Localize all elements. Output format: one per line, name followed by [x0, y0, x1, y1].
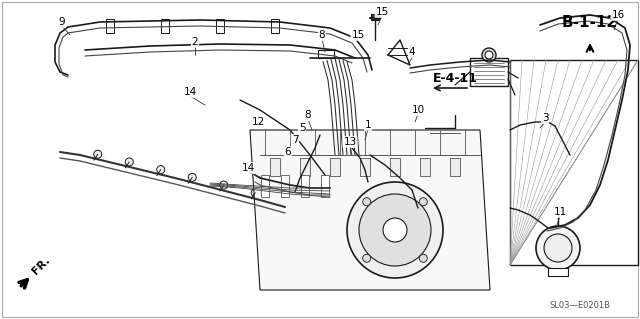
Bar [271, 19, 279, 33]
Text: 5: 5 [299, 123, 305, 133]
Bar [330, 158, 340, 176]
Bar [216, 19, 224, 33]
Circle shape [363, 254, 371, 262]
Bar [318, 50, 334, 58]
Bar [390, 158, 400, 176]
Bar [270, 158, 280, 176]
Polygon shape [250, 130, 490, 290]
Circle shape [363, 198, 371, 206]
Text: 10: 10 [412, 105, 424, 115]
Circle shape [157, 166, 164, 174]
Bar [548, 268, 568, 276]
Text: FR.: FR. [30, 255, 52, 277]
Circle shape [383, 218, 407, 242]
Text: 6: 6 [285, 147, 291, 157]
Circle shape [482, 48, 496, 62]
Text: 12: 12 [252, 117, 264, 127]
Circle shape [485, 51, 493, 59]
Circle shape [347, 182, 443, 278]
Bar [371, 14, 379, 20]
Bar [420, 158, 430, 176]
Text: 3: 3 [541, 113, 548, 123]
Circle shape [93, 150, 102, 158]
Bar [301, 175, 309, 197]
Text: 2: 2 [192, 37, 198, 47]
Text: 11: 11 [554, 207, 566, 217]
Bar [300, 158, 310, 176]
Text: 4: 4 [409, 47, 415, 57]
Bar [450, 158, 460, 176]
Bar [360, 158, 370, 176]
Circle shape [125, 158, 133, 166]
Text: B-1-12: B-1-12 [562, 15, 618, 30]
Bar [281, 175, 289, 197]
Circle shape [188, 173, 196, 181]
Circle shape [536, 226, 580, 270]
Text: 1: 1 [365, 120, 371, 130]
Text: 7: 7 [292, 135, 298, 145]
Circle shape [544, 234, 572, 262]
Circle shape [252, 189, 259, 197]
Bar [321, 175, 329, 197]
Text: 15: 15 [351, 30, 365, 40]
Text: 8: 8 [319, 30, 325, 40]
Text: E-4-11: E-4-11 [433, 72, 478, 85]
Bar [161, 19, 169, 33]
Circle shape [419, 254, 428, 262]
Circle shape [359, 194, 431, 266]
Circle shape [419, 198, 428, 206]
Text: 13: 13 [344, 137, 356, 147]
Circle shape [220, 181, 228, 189]
Text: 14: 14 [184, 87, 196, 97]
Text: SL03—E0201B: SL03—E0201B [550, 301, 611, 310]
Bar [510, 60, 638, 265]
Text: 9: 9 [59, 17, 65, 27]
Text: 15: 15 [376, 7, 388, 17]
Bar [470, 58, 508, 86]
Text: 8: 8 [305, 110, 311, 120]
Text: 16: 16 [611, 10, 625, 20]
Bar [106, 19, 114, 33]
Text: 14: 14 [241, 163, 255, 173]
Bar [261, 175, 269, 197]
